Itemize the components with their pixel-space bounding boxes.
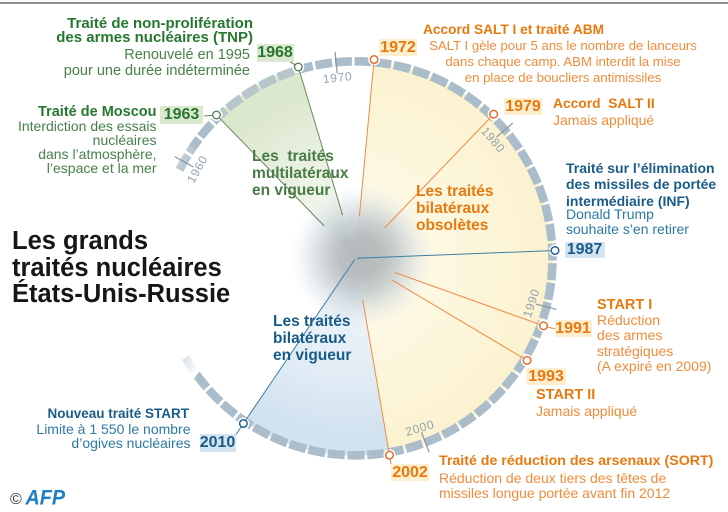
svg-text:©: © bbox=[10, 491, 22, 508]
svg-text:1970: 1970 bbox=[322, 69, 353, 86]
svg-text:AFP: AFP bbox=[25, 486, 66, 510]
